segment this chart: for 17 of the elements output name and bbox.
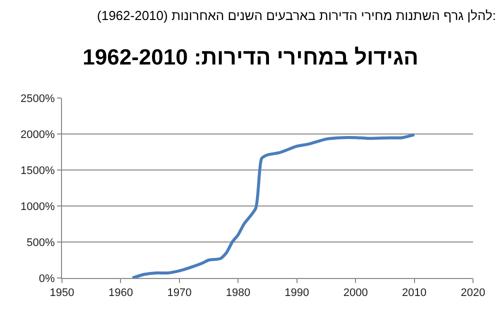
y-tick-label: 1000%	[20, 200, 56, 213]
y-tick-label: 1500%	[20, 164, 56, 177]
y-tick-label: 2500%	[20, 92, 56, 105]
x-tick-label: 1950	[50, 287, 74, 300]
chart-title: הגידול במחירי הדירות: 1962-2010	[82, 44, 418, 70]
y-tick-label: 0%	[38, 272, 56, 285]
y-tick-label: 500%	[26, 236, 56, 249]
x-tick-label: 1960	[108, 287, 133, 300]
x-tick-label: 1990	[284, 287, 310, 300]
x-tick-label: 2020	[460, 287, 486, 300]
x-tick-label: 1980	[226, 287, 250, 300]
x-tick-label: 1970	[167, 287, 192, 300]
x-tick-label: 2000	[343, 287, 368, 300]
x-tick-label: 2010	[402, 287, 427, 300]
y-tick-label: 2000%	[20, 128, 56, 141]
line-series	[130, 133, 416, 278]
text: להלן גרף השתנות מחירי הדירות בארבעים השנים האחרונות (1962-2010):	[97, 8, 496, 23]
